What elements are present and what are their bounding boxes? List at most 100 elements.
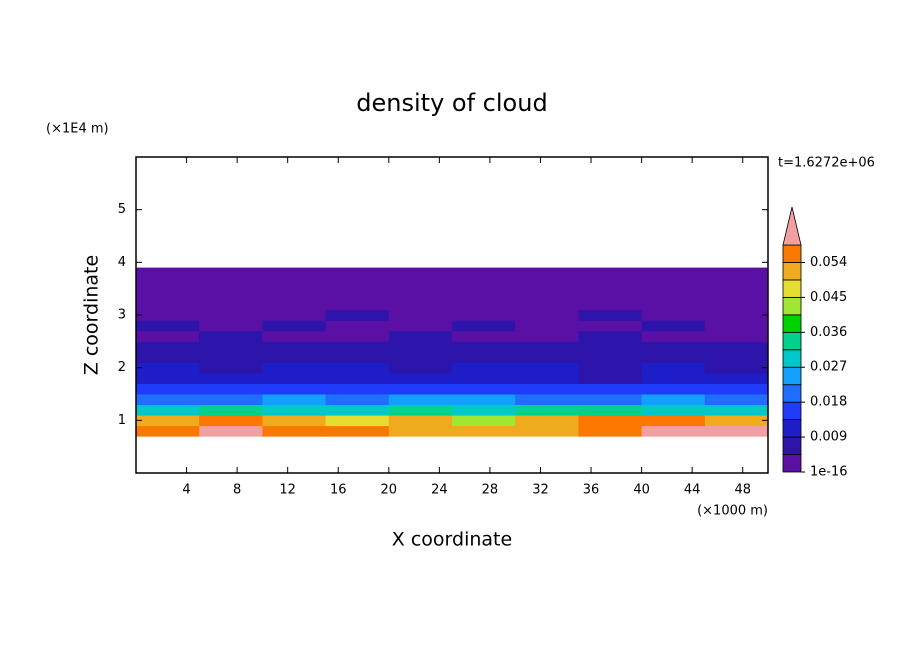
- x-tick-label: 28: [482, 483, 499, 498]
- y-tick-label: 2: [118, 360, 126, 375]
- contour-cell: [452, 383, 516, 395]
- contour-cell: [325, 309, 390, 321]
- colorbar-box: [782, 244, 802, 263]
- y-unit: (×1E4 m): [46, 122, 109, 137]
- contour-cell: [641, 425, 706, 437]
- colorbar-box: [782, 296, 802, 316]
- contour-cell: [578, 394, 643, 406]
- contour-cell: [452, 372, 516, 384]
- contour-cell: [136, 383, 200, 395]
- contour-cell: [452, 309, 516, 321]
- contour-cell: [515, 394, 579, 406]
- contour-cell: [262, 362, 327, 374]
- contour-cell: [325, 394, 390, 406]
- contour-cell: [515, 362, 579, 374]
- contour-cell: [199, 330, 263, 342]
- contour-cell: [641, 362, 706, 374]
- contour-cell: [578, 383, 643, 395]
- contour-cell: [136, 309, 200, 321]
- contour-cell: [262, 288, 327, 300]
- contour-cell: [452, 415, 516, 427]
- contour-cell: [704, 425, 769, 437]
- contour-cell: [578, 425, 643, 437]
- contour-cell: [199, 383, 263, 395]
- contour-cell: [641, 330, 706, 342]
- contour-cell: [452, 299, 516, 311]
- contour-cell: [704, 383, 769, 395]
- x-tick-label: 12: [279, 483, 296, 498]
- contour-cell: [325, 288, 390, 300]
- contour-cell: [515, 288, 579, 300]
- x-tick-label: 20: [381, 483, 398, 498]
- contour-cell: [136, 394, 200, 406]
- contour-cell: [641, 383, 706, 395]
- colorbar-box: [782, 436, 802, 455]
- contour-cell: [136, 330, 200, 342]
- contour-cell: [325, 320, 390, 332]
- colorbar-label: 1e-16: [810, 465, 848, 480]
- contour-cell: [578, 330, 643, 342]
- contour-cell: [262, 351, 327, 363]
- contour-cell: [515, 351, 579, 363]
- contour-cell: [325, 372, 390, 384]
- contour-cell: [452, 394, 516, 406]
- contour-cell: [452, 267, 516, 279]
- contour-cell: [578, 320, 643, 332]
- contour-cell: [515, 383, 579, 395]
- contour-cell: [641, 404, 706, 416]
- y-axis-title: Z coordinate: [81, 255, 103, 375]
- contour-cell: [704, 372, 769, 384]
- contour-cell: [136, 362, 200, 374]
- colorbar-box: [782, 331, 802, 351]
- contour-cell: [515, 425, 579, 437]
- contour-cell: [515, 330, 579, 342]
- contour-cell: [136, 351, 200, 363]
- contour-cell: [388, 267, 453, 279]
- contour-cell: [704, 404, 769, 416]
- colorbar-box: [782, 419, 802, 438]
- contour-cell: [199, 299, 263, 311]
- x-tick-label: 4: [182, 483, 190, 498]
- contour-cell: [199, 372, 263, 384]
- x-tick-label: 44: [684, 483, 701, 498]
- contour-cell: [136, 299, 200, 311]
- contour-cell: [388, 394, 453, 406]
- contour-cell: [262, 309, 327, 321]
- contour-cell: [388, 278, 453, 290]
- contour-cell: [199, 425, 263, 437]
- contour-cell: [262, 341, 327, 353]
- contour-cell: [641, 299, 706, 311]
- colorbar-box: [782, 349, 802, 368]
- contour-cell: [704, 320, 769, 332]
- contour-cell: [578, 341, 643, 353]
- contour-cell: [704, 351, 769, 363]
- contour-cell: [452, 351, 516, 363]
- contour-cell: [641, 267, 706, 279]
- contour-cell: [136, 320, 200, 332]
- contour-cell: [578, 309, 643, 321]
- x-unit: (×1000 m): [697, 504, 768, 519]
- y-tick-label: 5: [118, 202, 126, 217]
- contour-cell: [262, 415, 327, 427]
- contour-cell: [641, 351, 706, 363]
- contour-cell: [452, 278, 516, 290]
- contour-cell: [388, 383, 453, 395]
- contour-cell: [452, 362, 516, 374]
- contour-cell: [136, 288, 200, 300]
- contour-cell: [136, 415, 200, 427]
- contour-cell: [199, 394, 263, 406]
- contour-cell: [641, 278, 706, 290]
- x-tick-label: 36: [583, 483, 600, 498]
- contour-cell: [515, 415, 579, 427]
- contour-cell: [199, 309, 263, 321]
- contour-cell: [704, 309, 769, 321]
- contour-cell: [704, 299, 769, 311]
- x-tick-label: 40: [633, 483, 650, 498]
- contour-cell: [136, 372, 200, 384]
- contour-cell: [262, 404, 327, 416]
- contour-cell: [452, 288, 516, 300]
- contour-cell: [388, 320, 453, 332]
- contour-cell: [136, 425, 200, 437]
- colorbar-box: [782, 279, 802, 298]
